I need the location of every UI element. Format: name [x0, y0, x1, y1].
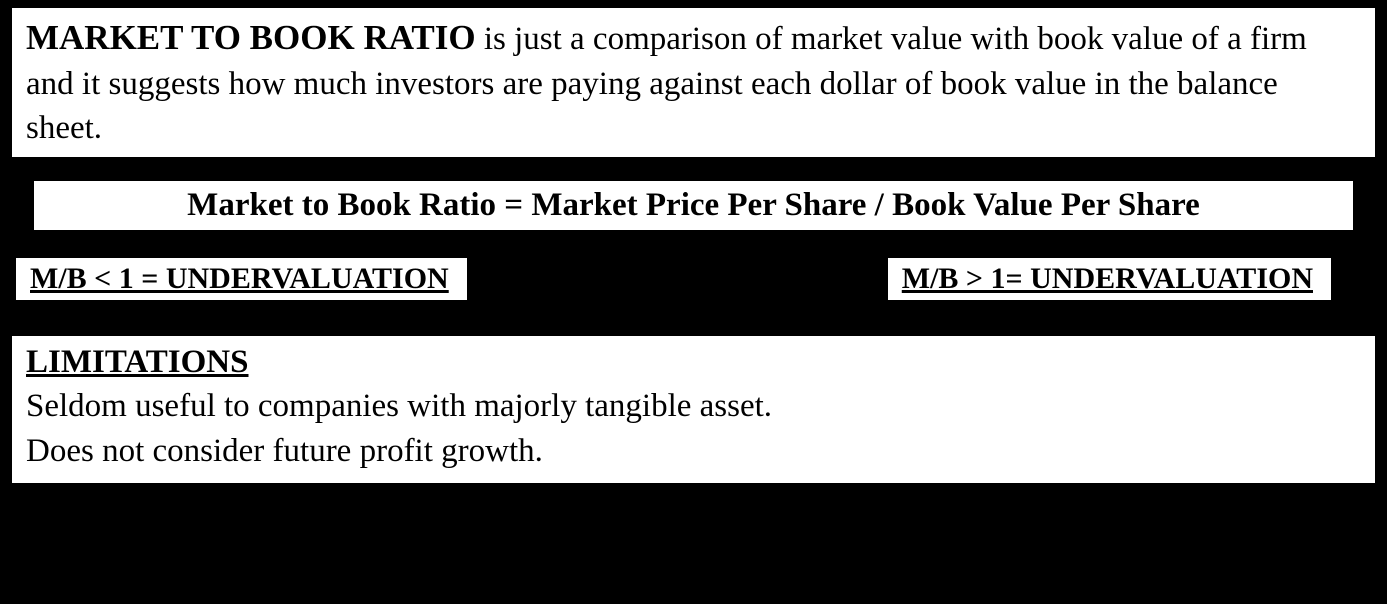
limitations-line-1: Seldom useful to companies with majorly …: [26, 384, 1361, 429]
formula-text: Market to Book Ratio = Market Price Per …: [187, 187, 1200, 223]
limitations-line-2: Does not consider future profit growth.: [26, 429, 1361, 474]
valuation-left-text: M/B < 1 = UNDERVALUATION: [30, 262, 449, 295]
limitations-heading: LIMITATIONS: [26, 340, 1361, 385]
limitations-box: LIMITATIONS Seldom useful to companies w…: [12, 336, 1375, 484]
valuation-row: M/B < 1 = UNDERVALUATION M/B > 1= UNDERV…: [12, 258, 1375, 300]
formula-box: Market to Book Ratio = Market Price Per …: [34, 181, 1353, 230]
valuation-right-text: M/B > 1= UNDERVALUATION: [902, 262, 1313, 295]
valuation-undervaluation-left: M/B < 1 = UNDERVALUATION: [16, 258, 467, 300]
valuation-undervaluation-right: M/B > 1= UNDERVALUATION: [888, 258, 1331, 300]
definition-title: MARKET TO BOOK RATIO: [26, 18, 476, 57]
definition-box: MARKET TO BOOK RATIO is just a compariso…: [12, 8, 1375, 157]
